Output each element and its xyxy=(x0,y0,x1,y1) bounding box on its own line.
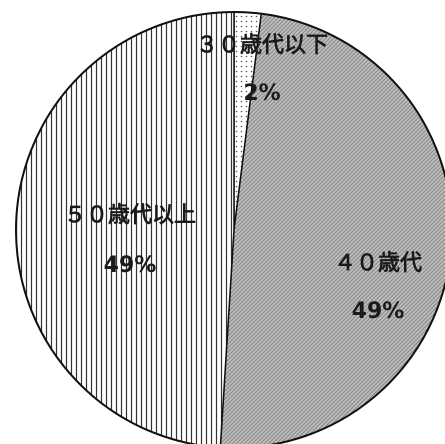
slice-value-label: 49% xyxy=(352,299,405,324)
pie-slices xyxy=(15,11,445,444)
pie-slice xyxy=(15,11,235,444)
slice-category-label: ４０歳代 xyxy=(334,251,422,276)
slice-category-label: ３０歳代以下 xyxy=(196,33,328,58)
slice-value-label: 2% xyxy=(243,81,280,106)
slice-value-label: 49% xyxy=(104,253,157,278)
pie-outline xyxy=(15,11,445,444)
slice-category-label: ５０歳代以上 xyxy=(64,203,196,228)
pie-slice xyxy=(219,12,445,444)
pie-labels: ３０歳代以下 2% ４０歳代 49% ５０歳代以上 49% xyxy=(64,33,422,324)
